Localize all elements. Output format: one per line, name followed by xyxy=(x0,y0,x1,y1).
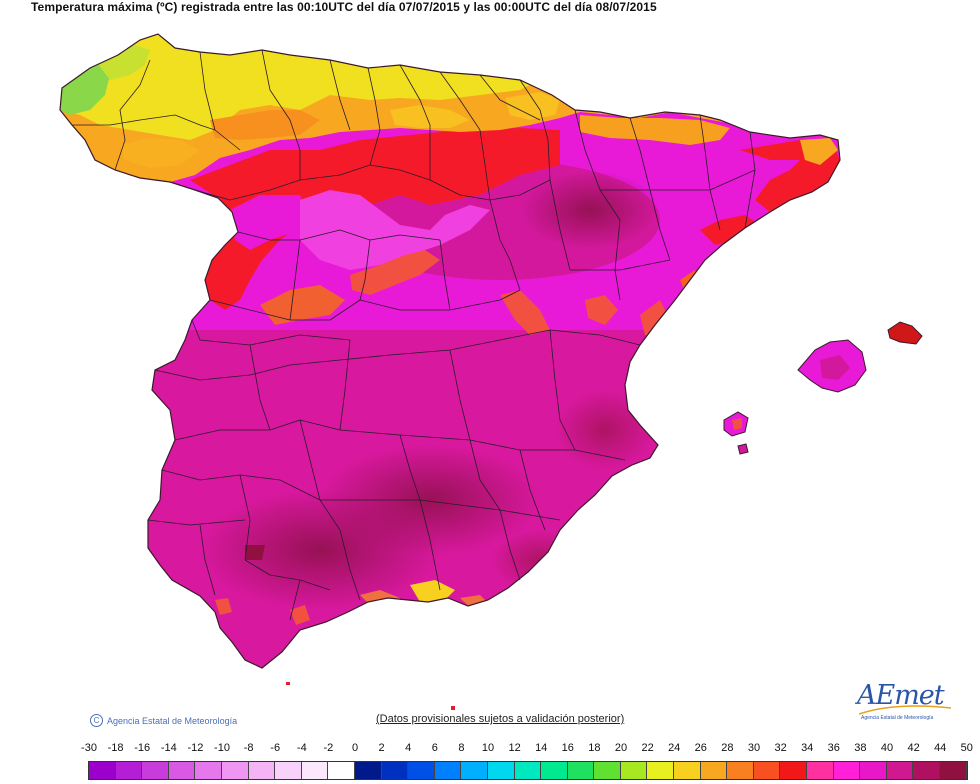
legend-label: 10 xyxy=(481,742,495,754)
legend-labels: -30 -18 -16 -14 -12 -10 -8 -6 -4 -2 0 2 4 6 8 10 12 14 16 1… xyxy=(81,742,973,758)
legend-swatch xyxy=(620,762,648,779)
legend-label: 36 xyxy=(827,742,840,754)
legend-swatch xyxy=(487,762,515,779)
legend-label: 26 xyxy=(694,742,707,754)
copyright-icon: C xyxy=(90,714,103,727)
legend-label: 14 xyxy=(535,742,548,754)
legend-swatch xyxy=(328,762,355,779)
legend-swatch xyxy=(541,762,568,779)
legend-label: -2 xyxy=(323,742,334,754)
legend-label: 6 xyxy=(431,742,438,754)
legend-label: 22 xyxy=(641,742,654,754)
legend-label: -14 xyxy=(160,742,177,754)
legend-label: -6 xyxy=(270,742,281,754)
legend-swatch xyxy=(461,762,488,779)
legend-label: 18 xyxy=(588,742,601,754)
legend-swatch xyxy=(434,762,462,779)
legend-swatch xyxy=(807,762,834,779)
legend-swatch xyxy=(381,762,409,779)
temperature-map xyxy=(59,33,923,710)
legend-swatch xyxy=(248,762,276,779)
legend-swatch xyxy=(514,762,542,779)
provisional-data-disclaimer: (Datos provisionales sujetos a validació… xyxy=(376,713,625,725)
legend-label: 30 xyxy=(747,742,761,754)
legend-label: 28 xyxy=(721,742,734,754)
legend-label: -8 xyxy=(243,742,254,754)
legend-swatch xyxy=(408,762,435,779)
temperature-legend: -30 -18 -16 -14 -12 -10 -8 -6 -4 -2 0 2 4 6 8 10 12 14 16 1… xyxy=(81,742,973,782)
legend-swatch xyxy=(195,762,222,779)
legend-swatch xyxy=(700,762,728,779)
legend-swatch xyxy=(833,762,861,779)
legend-swatch xyxy=(115,762,143,779)
menorca xyxy=(887,321,923,345)
legend-swatch xyxy=(886,762,914,779)
legend-swatch xyxy=(168,762,196,779)
legend-label: 2 xyxy=(378,742,385,754)
legend-label: 24 xyxy=(668,742,681,754)
legend-label: 20 xyxy=(614,742,628,754)
balearic-islands xyxy=(723,321,923,455)
legend-swatch xyxy=(301,762,329,779)
legend-swatch xyxy=(567,762,595,779)
legend-label: 50 xyxy=(960,742,973,754)
legend-label: -10 xyxy=(214,742,230,754)
legend-label: -4 xyxy=(296,742,307,754)
legend-label: -12 xyxy=(187,742,204,754)
legend-label: 38 xyxy=(854,742,867,754)
legend-swatch xyxy=(860,762,887,779)
legend-swatch xyxy=(221,762,249,779)
logo-subtitle: Agencia Estatal de Meteorología xyxy=(861,715,934,721)
province-borders xyxy=(72,49,756,621)
legend-swatch xyxy=(727,762,754,779)
legend-swatch xyxy=(142,762,169,779)
map-title: Temperatura máxima (ºC) registrada entre… xyxy=(31,0,657,14)
formentera xyxy=(737,443,749,455)
logo-swoosh xyxy=(858,705,952,715)
copyright-text: Agencia Estatal de Meteorología xyxy=(107,715,238,726)
legend-swatch xyxy=(89,762,116,779)
legend-swatch xyxy=(780,762,808,779)
legend-swatch xyxy=(674,762,701,779)
legend-swatch xyxy=(913,762,940,779)
legend-label: -18 xyxy=(107,742,124,754)
legend-label: 12 xyxy=(508,742,521,754)
peninsula-outline xyxy=(59,33,841,669)
legend-label: 0 xyxy=(351,742,359,754)
aemet-logo: AEmet Agencia Estatal de Meteorología xyxy=(855,680,955,726)
legend-label: -30 xyxy=(81,742,97,754)
legend-label: 42 xyxy=(907,742,920,754)
legend-swatch xyxy=(354,762,382,779)
legend-label: 4 xyxy=(405,742,412,754)
small-islands xyxy=(286,682,455,710)
legend-label: -16 xyxy=(134,742,151,754)
legend-label: 32 xyxy=(774,742,787,754)
logo-wordmark: AEmet xyxy=(857,680,945,711)
legend-label: 8 xyxy=(458,742,465,754)
legend-swatch xyxy=(940,762,967,779)
legend-label: 34 xyxy=(801,742,814,754)
legend-label: 44 xyxy=(934,742,947,754)
copyright-notice: C Agencia Estatal de Meteorología xyxy=(90,714,237,727)
legend-color-scale xyxy=(88,761,968,780)
legend-swatch xyxy=(594,762,621,779)
legend-swatch xyxy=(753,762,781,779)
legend-swatch xyxy=(647,762,675,779)
legend-label: 16 xyxy=(561,742,574,754)
legend-label: 40 xyxy=(880,742,894,754)
legend-swatch xyxy=(275,762,302,779)
